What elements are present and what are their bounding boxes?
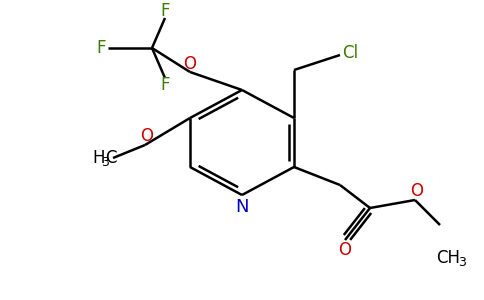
Text: Cl: Cl xyxy=(342,44,358,62)
Text: O: O xyxy=(183,55,197,73)
Text: N: N xyxy=(235,198,249,216)
Text: CH: CH xyxy=(436,249,460,267)
Text: F: F xyxy=(96,39,106,57)
Text: O: O xyxy=(338,241,351,259)
Text: 3: 3 xyxy=(101,155,109,169)
Text: 3: 3 xyxy=(458,256,466,268)
Text: O: O xyxy=(410,182,424,200)
Text: F: F xyxy=(160,76,170,94)
Text: O: O xyxy=(140,127,153,145)
Text: H: H xyxy=(93,149,105,167)
Text: C: C xyxy=(105,149,117,167)
Text: F: F xyxy=(160,2,170,20)
